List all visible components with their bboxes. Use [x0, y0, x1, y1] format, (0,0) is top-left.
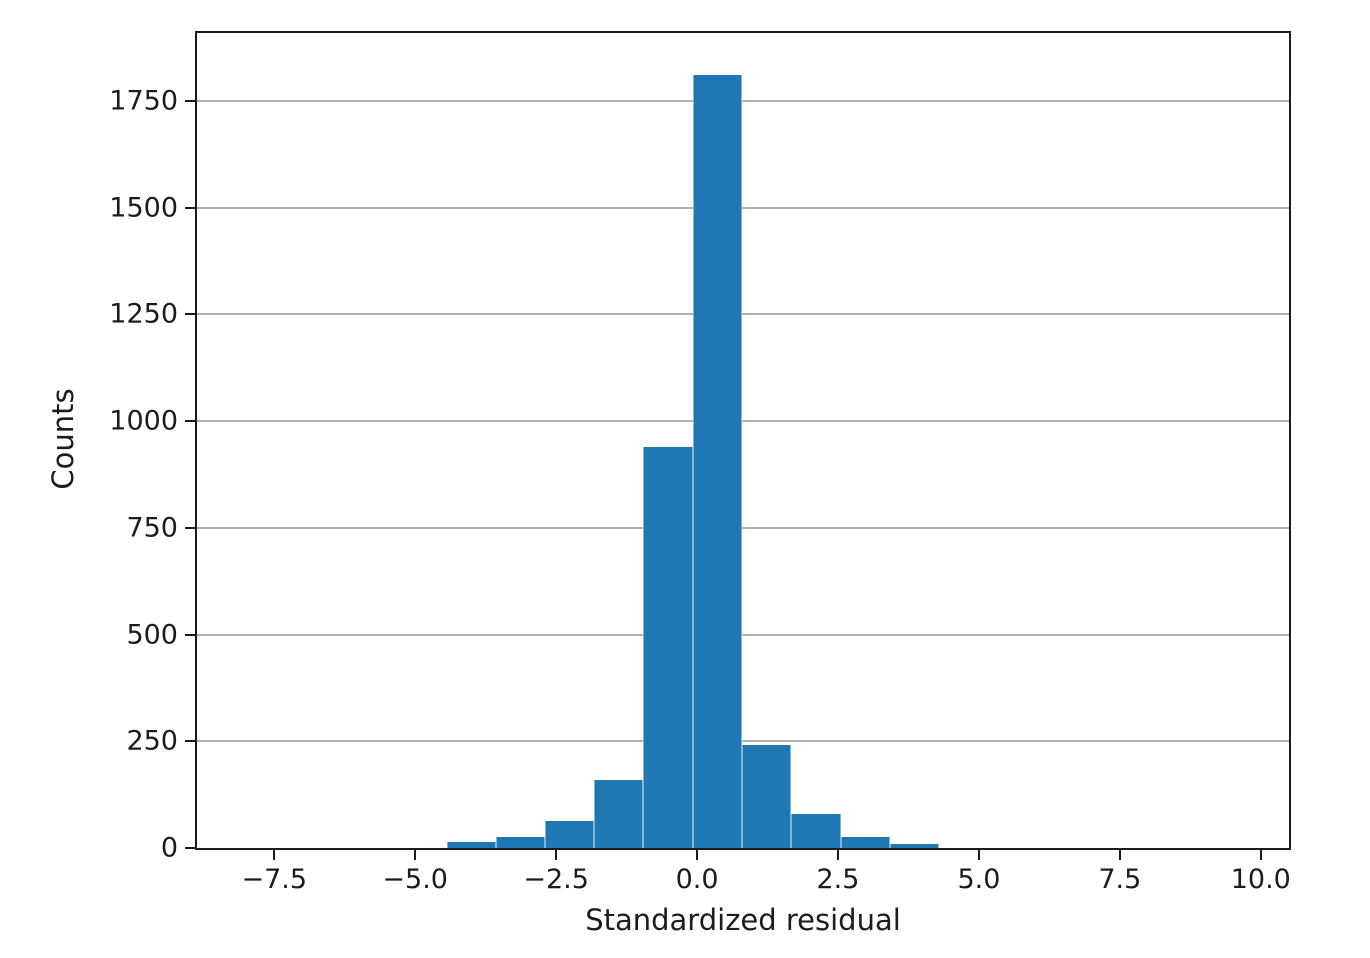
y-tick-mark-1000: [185, 420, 195, 423]
y-tick-label-1750: 1750: [109, 85, 178, 117]
gridline-y-500: [197, 633, 1289, 636]
y-tick-mark-750: [185, 526, 195, 529]
y-tick-label-1500: 1500: [109, 192, 178, 224]
x-tick-label--2.5: −2.5: [523, 864, 589, 895]
y-tick-label-500: 500: [126, 619, 178, 651]
y-tick-label-750: 750: [126, 512, 178, 544]
x-tick-label-10: 10.0: [1230, 864, 1291, 895]
y-tick-label-1250: 1250: [109, 298, 178, 330]
x-tick-label--5: −5.0: [382, 864, 448, 895]
histogram-bar-9: [889, 843, 939, 848]
x-tick-mark-2.5: [836, 850, 839, 860]
histogram-bar-2: [545, 820, 595, 848]
y-tick-label-0: 0: [160, 832, 178, 864]
x-tick-label-5: 5.0: [957, 864, 1001, 895]
y-tick-label-1000: 1000: [109, 405, 178, 437]
histogram-bar-8: [840, 836, 890, 848]
y-tick-mark-1750: [185, 99, 195, 102]
histogram-bar-1: [496, 836, 546, 848]
x-tick-mark--2.5: [555, 850, 558, 860]
x-tick-label--7.5: −7.5: [241, 864, 308, 895]
x-axis-label: Standardized residual: [585, 903, 901, 937]
y-tick-mark-1250: [185, 313, 195, 316]
gridline-y-750: [197, 526, 1289, 529]
histogram-bar-3: [594, 779, 644, 848]
x-tick-label-2.5: 2.5: [816, 864, 860, 895]
histogram-bar-7: [791, 813, 841, 848]
x-tick-label-0: 0.0: [675, 864, 719, 895]
histogram-bar-5: [693, 75, 743, 848]
gridline-y-1750: [197, 99, 1289, 102]
histogram-bar-0: [447, 841, 497, 848]
x-tick-mark--7.5: [273, 850, 276, 860]
x-tick-mark-5: [977, 850, 980, 860]
gridline-y-1500: [197, 206, 1289, 209]
x-tick-mark--5: [414, 850, 417, 860]
x-tick-mark-7.5: [1118, 850, 1121, 860]
y-tick-mark-1500: [185, 206, 195, 209]
y-tick-mark-250: [185, 740, 195, 743]
y-axis-label: Counts: [46, 388, 80, 490]
gridline-y-1250: [197, 313, 1289, 316]
y-tick-mark-0: [185, 847, 195, 849]
histogram-bar-4: [643, 446, 694, 848]
x-tick-mark-10: [1259, 850, 1262, 860]
x-tick-label-7.5: 7.5: [1098, 864, 1142, 895]
y-tick-mark-500: [185, 633, 195, 636]
gridline-y-1000: [197, 420, 1289, 423]
gridline-y-250: [197, 740, 1289, 743]
x-tick-mark-0: [696, 850, 699, 860]
y-tick-label-250: 250: [126, 725, 178, 757]
histogram-bar-6: [742, 744, 792, 848]
plot-area: [195, 31, 1291, 850]
